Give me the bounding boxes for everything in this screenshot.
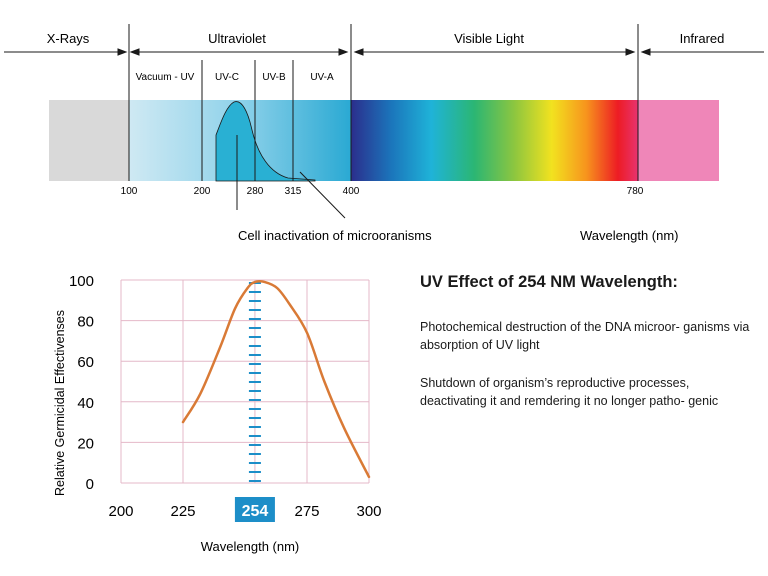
y-axis-label: Relative Germicidal Effectivenses [53,310,67,496]
visible-band [351,100,638,181]
effectiveness-curve [181,280,371,479]
germicidal-chart: 0 20 40 60 80 100 200 225 254 275 300 Relative Ge… [53,273,382,554]
y-tick-label: 0 [86,476,94,493]
tick-400: 400 [343,186,360,197]
y-tick-label: 40 [77,395,94,412]
y-tick-label: 20 [77,435,94,452]
chart-grid [120,279,370,484]
tick-100: 100 [121,186,138,197]
band-label-visible: Visible Light [454,31,524,46]
y-tick-label: 60 [77,354,94,371]
subband-uvb: UV-B [262,72,286,83]
x-axis-label: Wavelength (nm) [201,539,300,554]
x-tick-label: 225 [170,503,195,520]
x-tick-label-highlight: 254 [242,503,269,520]
y-tick-label: 100 [69,273,94,290]
uvc-absorption-curve [215,101,316,182]
tick-200: 200 [194,186,211,197]
y-tick-label: 80 [77,314,94,331]
info-paragraph-dna: Photochemical destruction of the DNA mic… [420,320,750,352]
tick-280: 280 [247,186,264,197]
spectrum-diagram: X-Rays Ultraviolet Visible Light Infrare… [4,24,764,243]
subband-uvc: UV-C [215,72,239,83]
x-tick-label: 300 [356,503,381,520]
subband-vacuum-uv: Vacuum - UV [136,72,195,83]
x-tick-labels: 200 225 254 275 300 [108,497,382,522]
subband-uva: UV-A [310,72,334,83]
xray-band [49,100,129,181]
highlight-tick-box [234,497,275,522]
band-label-xrays: X-Rays [47,31,90,46]
tick-780: 780 [627,186,644,197]
tick-315: 315 [285,186,302,197]
band-label-infrared: Infrared [680,31,725,46]
cell-inactivation-annotation: Cell inactivation of microoranisms [238,228,432,243]
infrared-band [638,100,719,181]
info-paragraph-reproduction: Shutdown of organism’s reproductive proc… [420,376,719,408]
info-title: UV Effect of 254 NM Wavelength: [420,273,678,291]
band-label-ultraviolet: Ultraviolet [208,31,266,46]
x-tick-label: 275 [294,503,319,520]
spectrum-axis-label: Wavelength (nm) [580,228,679,243]
x-tick-label: 200 [108,503,133,520]
y-tick-labels: 0 20 40 60 80 100 [69,273,94,493]
